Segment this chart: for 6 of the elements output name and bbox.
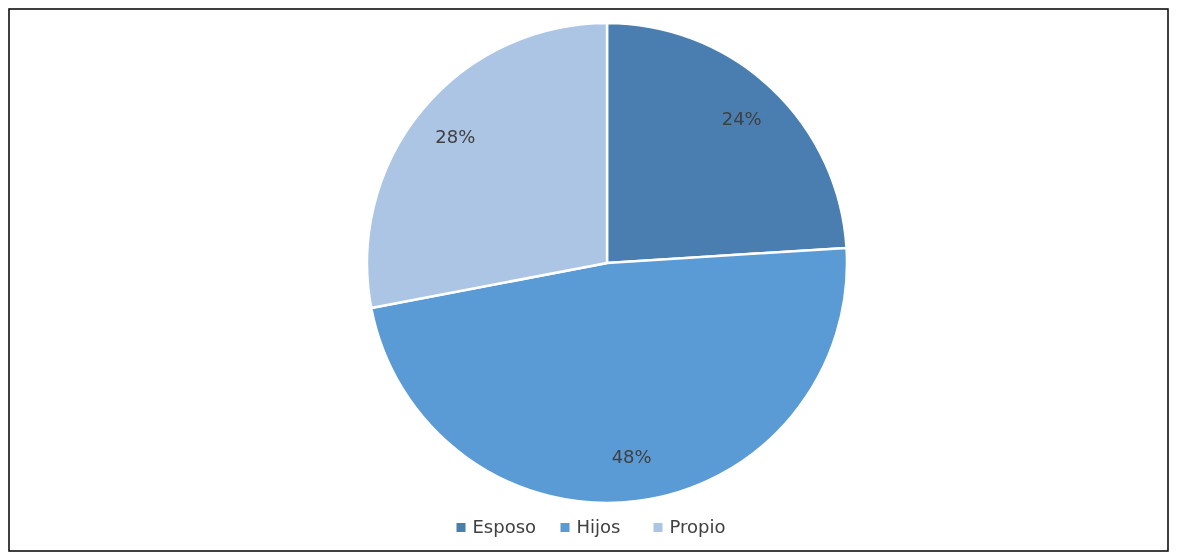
data-label: 48%	[611, 446, 652, 468]
data-label: 24%	[721, 107, 762, 129]
legend-label: Hijos	[576, 516, 621, 537]
legend-label: Propio	[669, 516, 726, 537]
legend-label: Esposo	[472, 516, 537, 537]
data-label: 28%	[435, 125, 476, 147]
